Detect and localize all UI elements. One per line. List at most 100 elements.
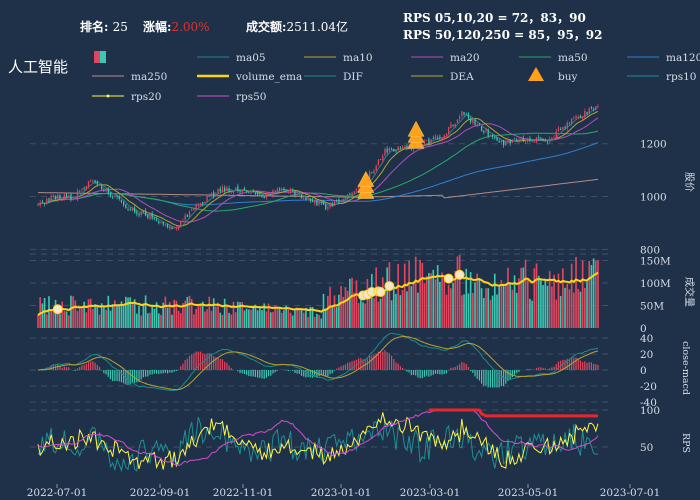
macd-histogram-bar [507, 370, 509, 381]
volume-bar [188, 295, 191, 328]
candle-body [182, 220, 184, 222]
macd-histogram-bar [305, 370, 307, 378]
volume-tick-label: 0 [640, 323, 647, 335]
candle-body [441, 137, 443, 139]
price-panel: 800 1000 1200 股价 [30, 104, 695, 256]
candle-body [234, 187, 237, 191]
candle-body [527, 138, 529, 142]
candle-body [463, 112, 465, 115]
rps-panel: 50 100 RPS [30, 405, 691, 473]
volume-bar [74, 300, 77, 328]
volume-bar [496, 294, 498, 328]
legend-label: DEA [450, 71, 474, 83]
volume-bar [461, 295, 463, 328]
candle-body [491, 135, 494, 137]
legend-label: ma50 [558, 52, 588, 64]
legend-label: ma05 [236, 52, 266, 64]
macd-histogram-bar [595, 364, 597, 370]
macd-histogram-bar [318, 370, 320, 377]
candle-icon [100, 51, 106, 63]
candle-body [573, 117, 575, 119]
candle-body [180, 221, 182, 226]
candle-body [401, 146, 404, 148]
macd-histogram-bar [92, 361, 94, 370]
x-axis: 2022-07-01 2022-09-01 2022-11-01 2023-01-01… [27, 484, 660, 499]
macd-histogram-bar [474, 370, 476, 377]
volume-bar [333, 295, 336, 328]
macd-histogram-bar [173, 370, 175, 372]
macd-panel: -40 -20 0 20 40 close-macd [30, 332, 691, 409]
macd-histogram-bar [188, 356, 191, 370]
volume-bar [140, 315, 143, 328]
volume-bar [160, 314, 162, 328]
candle-body [305, 196, 307, 200]
macd-histogram-bar [509, 370, 511, 380]
macd-histogram-bar [74, 370, 76, 371]
volume-bar [131, 304, 134, 328]
macd-histogram-bar [166, 370, 169, 374]
candle-body [423, 140, 426, 144]
volume-bar [454, 271, 457, 328]
volume-bar [261, 310, 263, 328]
volume-bar [287, 309, 290, 328]
candle-body [353, 191, 355, 194]
macd-histogram-bar [263, 370, 265, 379]
dif-line [37, 332, 599, 392]
volume-bar [410, 286, 413, 328]
macd-histogram-bar [555, 364, 557, 370]
macd-histogram-bar [386, 352, 388, 370]
macd-histogram-bar [151, 370, 153, 375]
candle-body [114, 195, 116, 197]
macd-histogram-bar [129, 370, 131, 385]
candle-body [138, 213, 140, 216]
candle-body [274, 190, 276, 192]
volume-bar [513, 275, 516, 328]
candle-body [283, 188, 285, 191]
macd-histogram-bar [432, 370, 434, 375]
candle-body [590, 106, 593, 109]
candle-body [430, 139, 432, 144]
candle-body [232, 191, 235, 193]
legend-item-ma250: ma250 [92, 71, 167, 83]
volume-bar [540, 280, 542, 328]
macd-histogram-bar [96, 364, 98, 370]
candle-body [43, 202, 46, 204]
candle-body [500, 140, 503, 143]
candle-body [375, 165, 377, 171]
volume-bar [230, 314, 233, 328]
macd-histogram-bar [516, 370, 518, 374]
candle-body [186, 214, 188, 217]
macd-histogram-bar [382, 351, 384, 370]
volume-bar [577, 288, 580, 328]
candle-body [199, 203, 202, 206]
macd-histogram-bar [421, 370, 423, 379]
volume-bar [278, 307, 281, 328]
candle-body [549, 138, 551, 142]
ma05-line [37, 107, 599, 229]
volume-bar [239, 302, 241, 328]
volume-bar [518, 278, 520, 328]
macd-histogram-bar [142, 370, 145, 378]
candle-body [456, 119, 459, 123]
candle-body [496, 137, 498, 141]
macd-histogram-bar [590, 362, 593, 370]
dea-line [37, 335, 599, 391]
macd-histogram-bar [575, 357, 577, 370]
candle-body [263, 196, 265, 198]
candle-body [127, 209, 129, 210]
macd-histogram-bar [123, 370, 125, 384]
candle-body [79, 190, 81, 193]
macd-tick-label: -20 [640, 381, 657, 393]
macd-histogram-bar [206, 353, 208, 370]
rps10-line [37, 416, 599, 473]
volume-bar [201, 301, 204, 328]
macd-histogram-bar [79, 366, 81, 370]
candle-body [390, 148, 393, 150]
candle-body [158, 221, 160, 224]
candle-body [101, 184, 103, 190]
volume-bar [364, 303, 367, 328]
candle-body [217, 188, 219, 194]
legend-item-ma20: ma20 [411, 52, 480, 64]
volume-bar [269, 312, 272, 328]
candle-body [287, 191, 290, 193]
